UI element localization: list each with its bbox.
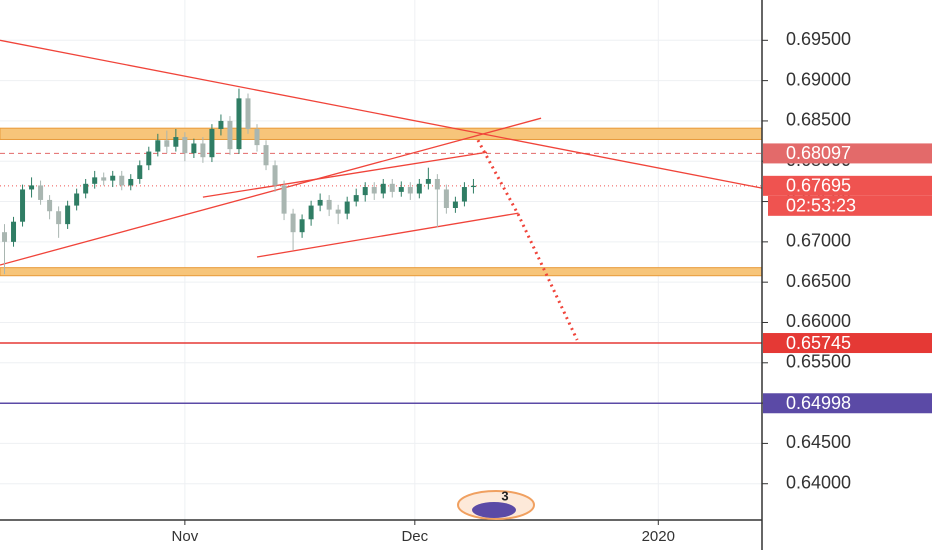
price-marker (763, 143, 932, 164)
candle-body (65, 205, 71, 225)
trendline (0, 117, 542, 266)
candle-body (173, 137, 179, 147)
candle-body (164, 140, 170, 147)
candle-body (83, 183, 89, 194)
candle-body (200, 143, 206, 158)
candle-body (380, 183, 386, 194)
candle-body (416, 183, 422, 194)
projection-line (476, 139, 579, 341)
candle-body (146, 151, 152, 166)
x-tick-label: 2020 (642, 528, 675, 545)
candle-body (308, 205, 314, 220)
candle-body (389, 183, 395, 192)
candle-body (11, 221, 17, 242)
candle-body (92, 177, 98, 184)
candle-body (110, 175, 116, 181)
zone (0, 127, 763, 140)
candle-body (2, 232, 8, 242)
candle-body (272, 165, 278, 186)
badge-inner (472, 502, 516, 518)
candle-body (398, 187, 404, 192)
price-marker-label: 0.64998 (786, 393, 851, 413)
x-tick-label: Nov (172, 528, 199, 545)
candle-body (155, 140, 161, 152)
candle-body (335, 209, 341, 214)
candle-body (56, 211, 62, 225)
candle-body (407, 187, 413, 194)
badge-label: 3 (501, 488, 508, 503)
y-tick-label: 0.68500 (786, 110, 851, 130)
candle-body (254, 128, 260, 146)
candle-body (128, 178, 134, 186)
y-tick-label: 0.65500 (786, 352, 851, 372)
candle-body (281, 185, 287, 214)
trendline (202, 151, 488, 198)
price-marker (763, 393, 932, 414)
candle-body (434, 178, 440, 190)
candle-body (227, 120, 233, 150)
candle-body (371, 187, 377, 194)
candle-body (29, 185, 35, 190)
zone (0, 267, 763, 277)
price-marker-label: 0.65745 (786, 333, 851, 353)
candle-body (74, 193, 80, 206)
candle-body (182, 137, 188, 154)
candle-body (47, 199, 53, 212)
candle-body (263, 145, 269, 166)
candle-body (20, 189, 26, 222)
candle-body (461, 187, 467, 202)
candle-body (317, 199, 323, 206)
y-tick-label: 0.69500 (786, 29, 851, 49)
countdown: 02:53:23 (786, 196, 856, 216)
candle-body (38, 185, 44, 200)
candle-body (218, 120, 224, 129)
y-tick-label: 0.66000 (786, 311, 851, 331)
candle-body (191, 143, 197, 154)
price-marker (763, 333, 932, 354)
y-tick-label: 0.64500 (786, 432, 851, 452)
candle-body (236, 98, 242, 150)
y-tick-label: 0.69000 (786, 69, 851, 89)
y-tick-label: 0.66500 (786, 271, 851, 291)
y-tick-label: 0.64000 (786, 472, 851, 492)
candle-body (326, 199, 332, 210)
x-tick-label: Dec (401, 528, 428, 545)
candle-body (119, 175, 125, 186)
candle-body (299, 219, 305, 233)
trendline (0, 39, 763, 189)
candle-body (362, 187, 368, 196)
y-tick-label: 0.67000 (786, 231, 851, 251)
candle-body (425, 178, 431, 184)
candle-body (101, 177, 107, 181)
candle-body (452, 201, 458, 208)
candle-body (290, 213, 296, 233)
candle-body (470, 185, 476, 188)
countdown-box (768, 195, 932, 216)
candle-body (209, 128, 215, 158)
candle-body (344, 201, 350, 214)
price-marker (763, 175, 932, 196)
candle-body (443, 189, 449, 208)
candle-body (137, 165, 143, 179)
candle-body (353, 195, 359, 202)
price-marker-label: 0.67695 (786, 176, 851, 196)
trendline (256, 212, 519, 258)
price-marker-label: 0.68097 (786, 143, 851, 163)
candle-body (245, 98, 251, 129)
